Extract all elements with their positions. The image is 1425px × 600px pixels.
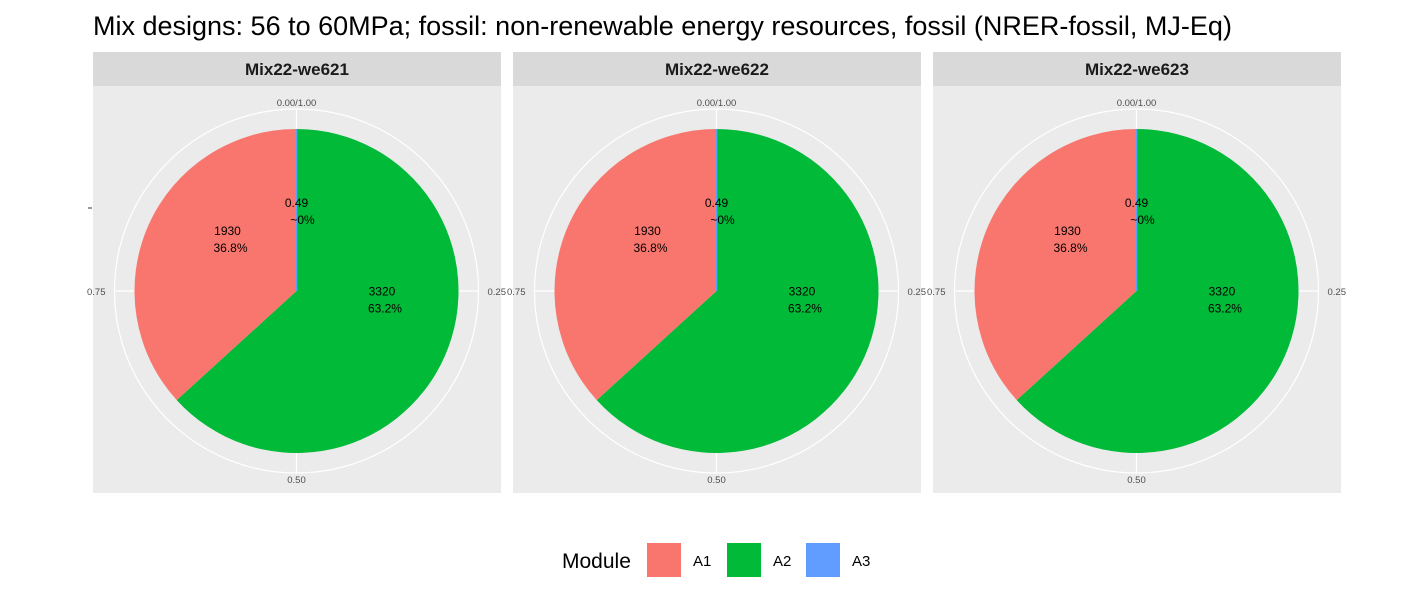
slice-percent-label: 36.8% bbox=[633, 241, 667, 255]
slice-value-label: 1930 bbox=[1054, 224, 1081, 238]
facet-panel: Mix22-we622 0.00/1.00 0.25 0.50 0.75 0.49 ~0% 3… bbox=[507, 52, 926, 493]
pie-slice-a2 bbox=[176, 129, 459, 453]
angular-tick-label: 0.25 bbox=[1328, 287, 1347, 298]
slice-percent-label: 36.8% bbox=[213, 241, 247, 255]
pie-slice-a1 bbox=[554, 129, 717, 401]
facet-strip-label: Mix22-we621 bbox=[245, 60, 349, 79]
slice-value-label: 0.49 bbox=[285, 196, 309, 210]
facet-panel: Mix22-we621 0.00/1.00 0.25 0.50 0.75 0.49 ~0% 3… bbox=[87, 52, 506, 493]
pie-slice-a2 bbox=[596, 129, 879, 454]
facet-strip-label: Mix22-we622 bbox=[665, 60, 769, 79]
legend-key-a1 bbox=[647, 543, 681, 577]
chart-title: Mix designs: 56 to 60MPa; fossil: non-re… bbox=[93, 11, 1232, 41]
angular-tick-label: 0.00/1.00 bbox=[1117, 98, 1157, 109]
slice-percent-label: 63.2% bbox=[1208, 301, 1242, 315]
angular-tick-label: 0.50 bbox=[287, 475, 306, 486]
facet-strip-label: Mix22-we623 bbox=[1085, 60, 1189, 79]
legend-label-a2: A2 bbox=[773, 553, 791, 570]
legend-label-a1: A1 bbox=[693, 553, 711, 570]
angular-tick-label: 0.00/1.00 bbox=[277, 98, 317, 109]
slice-value-label: 3320 bbox=[1209, 284, 1236, 298]
facet-strip bbox=[513, 52, 921, 86]
angular-tick-label: 0.75 bbox=[87, 287, 106, 298]
pie-slice-a2 bbox=[1016, 129, 1299, 454]
angular-tick-label: 0.50 bbox=[707, 475, 726, 486]
facet-strip bbox=[933, 52, 1341, 86]
slice-percent-label: ~0% bbox=[290, 213, 315, 227]
angular-tick-label: 0.75 bbox=[507, 287, 526, 298]
legend-label-a3: A3 bbox=[852, 553, 870, 570]
angular-tick-label: 0.25 bbox=[488, 287, 507, 298]
slice-percent-label: 63.2% bbox=[788, 301, 822, 315]
slice-value-label: 0.49 bbox=[1125, 196, 1149, 210]
slice-value-label: 1930 bbox=[214, 224, 241, 238]
angular-tick-label: 0.50 bbox=[1127, 475, 1146, 486]
angular-tick-label: 0.75 bbox=[927, 287, 946, 298]
legend-key-a2 bbox=[727, 543, 761, 577]
facet-strip bbox=[93, 52, 501, 86]
angular-tick-label: 0.00/1.00 bbox=[697, 98, 737, 109]
slice-value-label: 1930 bbox=[634, 224, 661, 238]
slice-percent-label: 36.8% bbox=[1053, 241, 1087, 255]
facet-panel: Mix22-we623 0.00/1.00 0.25 0.50 0.75 0.49 ~0% 3… bbox=[927, 52, 1346, 493]
slice-value-label: 3320 bbox=[789, 284, 816, 298]
slice-percent-label: ~0% bbox=[1130, 213, 1155, 227]
legend-title: Module bbox=[562, 550, 631, 573]
pie-slice-a1 bbox=[974, 129, 1137, 401]
slice-percent-label: ~0% bbox=[710, 213, 735, 227]
legend-key-a3 bbox=[806, 543, 840, 577]
slice-value-label: 0.49 bbox=[705, 196, 729, 210]
slice-percent-label: 63.2% bbox=[368, 301, 402, 315]
legend: Module A1 A2 A3 bbox=[562, 543, 870, 577]
slice-value-label: 3320 bbox=[369, 284, 396, 298]
angular-tick-label: 0.25 bbox=[908, 287, 927, 298]
pie-slice-a1 bbox=[134, 129, 297, 401]
facet-panels: Mix22-we621 0.00/1.00 0.25 0.50 0.75 0.49 ~0% 3… bbox=[87, 52, 1346, 493]
